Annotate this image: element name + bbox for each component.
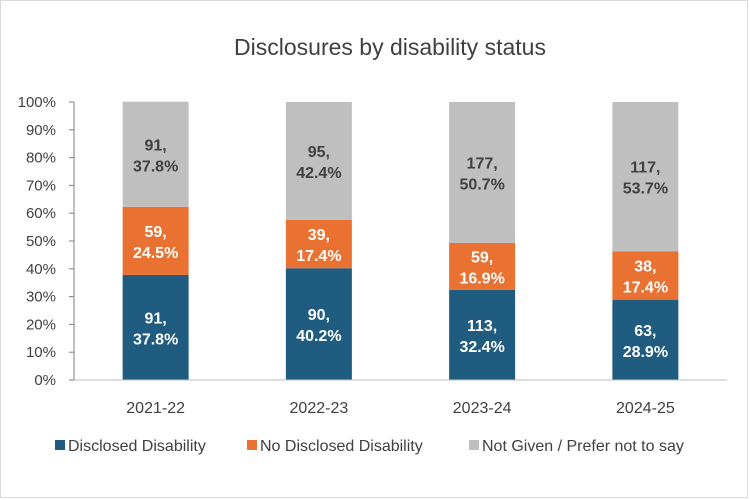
y-tick-label: 80% bbox=[26, 150, 56, 167]
y-tick-label: 90% bbox=[26, 122, 56, 139]
legend-label: Not Given / Prefer not to say bbox=[482, 438, 684, 455]
data-label: 113, 32.4% bbox=[459, 318, 504, 356]
data-label: 117, 53.7% bbox=[623, 160, 668, 198]
y-tick-label: 60% bbox=[26, 205, 56, 222]
data-label: 38, 17.4% bbox=[623, 258, 668, 296]
bar-segment bbox=[612, 251, 679, 300]
data-label: 177, 50.7% bbox=[459, 155, 504, 193]
bar-segment bbox=[449, 102, 516, 243]
y-tick-label: 20% bbox=[26, 316, 56, 333]
y-tick-label: 0% bbox=[34, 372, 56, 389]
legend-swatch bbox=[55, 440, 65, 450]
x-axis: 2021-22 2022-23 2023-24 2024-25 bbox=[74, 379, 727, 417]
legend: Disclosed Disability No Disclosed Disabil… bbox=[55, 438, 684, 455]
data-label: 59, 24.5% bbox=[133, 224, 178, 262]
x-tick-label: 2023-24 bbox=[453, 400, 512, 417]
data-label: 59, 16.9% bbox=[459, 249, 504, 287]
data-label: 63, 28.9% bbox=[623, 323, 668, 361]
y-axis: 0% 10% 20% 30% 40% 50% 60% 70% 80% 90% 100% bbox=[18, 94, 75, 389]
x-tick-label: 2022-23 bbox=[290, 400, 349, 417]
y-tick-label: 30% bbox=[26, 289, 56, 306]
legend-label: No Disclosed Disability bbox=[260, 438, 423, 455]
y-tick-label: 10% bbox=[26, 344, 56, 361]
bar-segment bbox=[122, 101, 189, 207]
bar-segment bbox=[285, 268, 352, 380]
bar-segment bbox=[122, 274, 189, 380]
y-tick-label: 100% bbox=[18, 94, 56, 111]
chart-title: Disclosures by disability status bbox=[234, 34, 546, 60]
bar-segment bbox=[449, 242, 516, 290]
bar-segment bbox=[612, 299, 679, 380]
data-label: 90, 40.2% bbox=[296, 307, 341, 345]
y-tick-label: 50% bbox=[26, 233, 56, 250]
data-label: 91, 37.8% bbox=[133, 137, 178, 175]
bar-segment bbox=[612, 102, 679, 252]
data-label: 91, 37.8% bbox=[133, 310, 178, 348]
bar-segment bbox=[122, 206, 189, 275]
data-label: 95, 42.4% bbox=[296, 144, 341, 182]
data-label: 39, 17.4% bbox=[296, 227, 341, 265]
x-tick-label: 2024-25 bbox=[616, 400, 675, 417]
bar-segment bbox=[285, 219, 352, 269]
y-tick-label: 40% bbox=[26, 261, 56, 278]
bars: 91, 37.8% 59, 24.5% 91, 37.8% 90, 40.2% 39, 17.4%… bbox=[122, 101, 679, 380]
legend-label: Disclosed Disability bbox=[68, 438, 206, 455]
legend-swatch bbox=[247, 440, 257, 450]
bar-segment bbox=[285, 102, 352, 220]
x-tick-label: 2021-22 bbox=[126, 400, 185, 417]
bar-segment bbox=[449, 289, 516, 380]
y-tick-label: 70% bbox=[26, 177, 56, 194]
legend-swatch bbox=[469, 440, 479, 450]
